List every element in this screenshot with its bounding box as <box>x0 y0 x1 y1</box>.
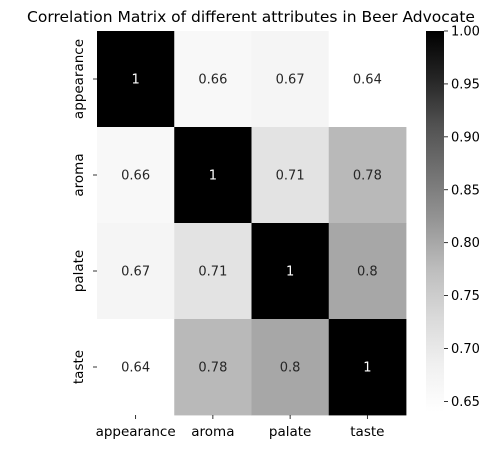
colorbar: 0.65 0.70 0.75 0.80 0.85 0.90 0.95 1.00 <box>426 25 480 412</box>
colorbar-tick-label: 0.95 <box>451 77 480 92</box>
heatmap-cell-palate-aroma <box>174 223 252 320</box>
cell-value-label: 1 <box>209 169 217 184</box>
cell-value-label: 0.64 <box>353 73 382 88</box>
x-axis: appearance aroma palate taste <box>96 415 384 440</box>
colorbar-tick-label: 0.85 <box>451 183 480 198</box>
x-tick-label: appearance <box>96 424 176 440</box>
cell-value-label: 1 <box>363 361 371 376</box>
cell-value-label: 0.71 <box>198 265 227 280</box>
colorbar-tick-label: 0.75 <box>451 289 480 304</box>
y-tick-label: appearance <box>71 39 87 119</box>
cell-value-label: 0.78 <box>353 169 382 184</box>
y-tick-label: palate <box>71 250 87 292</box>
heatmap-cell-appearance-appearance <box>97 31 175 128</box>
heatmap-cell-appearance-aroma <box>174 31 252 128</box>
heatmap-cell-palate-appearance <box>97 223 175 320</box>
cell-value-label: 0.71 <box>276 169 305 184</box>
y-axis: appearance aroma palate taste <box>71 39 97 384</box>
heatmap-cell-appearance-palate <box>251 31 330 128</box>
heatmap-cell-aroma-appearance <box>97 127 175 224</box>
heatmap-cell-taste-palate <box>251 319 330 416</box>
colorbar-tick-label: 0.80 <box>451 236 480 251</box>
colorbar-gradient <box>426 31 444 412</box>
cell-value-label: 0.66 <box>121 169 150 184</box>
heatmap-cells <box>97 31 407 416</box>
heatmap-cell-appearance-taste <box>328 31 407 128</box>
chart-title: Correlation Matrix of different attribut… <box>27 8 475 26</box>
colorbar-tick-label: 0.70 <box>451 342 480 357</box>
heatmap-cell-palate-palate <box>251 223 330 320</box>
heatmap-cell-palate-taste <box>328 223 407 320</box>
heatmap-cell-taste-aroma <box>174 319 252 416</box>
cell-value-label: 0.8 <box>280 361 301 376</box>
cell-value-label: 0.66 <box>198 73 227 88</box>
cell-value-label: 1 <box>131 73 139 88</box>
x-tick-label: taste <box>350 424 384 440</box>
cell-value-label: 0.64 <box>121 361 150 376</box>
x-tick-label: palate <box>269 424 311 440</box>
y-tick-label: aroma <box>71 153 87 196</box>
x-tick-label: aroma <box>191 424 234 440</box>
heatmap-cell-taste-appearance <box>97 319 175 416</box>
y-tick-label: taste <box>71 350 87 384</box>
colorbar-tick-label: 0.65 <box>451 395 480 410</box>
cell-value-label: 0.8 <box>357 265 378 280</box>
cell-value-label: 0.67 <box>121 265 150 280</box>
heatmap-cell-aroma-aroma <box>174 127 252 224</box>
heatmap-cell-labels: 1 0.66 0.67 0.64 0.66 1 0.71 0.78 0.67 0.71 1 0.8 0.… <box>121 73 382 376</box>
colorbar-tick-label: 0.90 <box>451 130 480 145</box>
colorbar-tick-label: 1.00 <box>451 25 480 40</box>
cell-value-label: 0.78 <box>198 361 227 376</box>
cell-value-label: 0.67 <box>276 73 305 88</box>
heatmap-cell-aroma-palate <box>251 127 330 224</box>
heatmap-cell-aroma-taste <box>328 127 407 224</box>
cell-value-label: 1 <box>286 265 294 280</box>
heatmap-cell-taste-taste <box>328 319 407 416</box>
